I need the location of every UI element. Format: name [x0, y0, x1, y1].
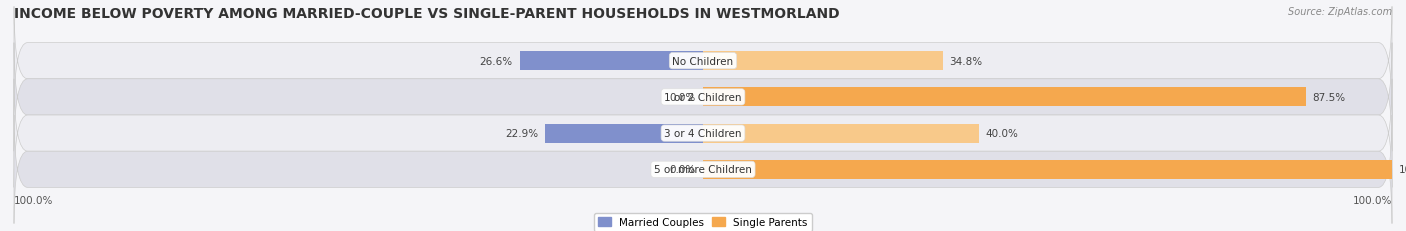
Text: 0.0%: 0.0% — [669, 165, 696, 175]
Text: 87.5%: 87.5% — [1313, 92, 1346, 103]
Text: 100.0%: 100.0% — [1399, 165, 1406, 175]
Text: INCOME BELOW POVERTY AMONG MARRIED-COUPLE VS SINGLE-PARENT HOUSEHOLDS IN WESTMOR: INCOME BELOW POVERTY AMONG MARRIED-COUPL… — [14, 7, 839, 21]
Text: 5 or more Children: 5 or more Children — [654, 165, 752, 175]
Bar — [703, 88, 1306, 107]
Text: 0.0%: 0.0% — [669, 92, 696, 103]
FancyBboxPatch shape — [14, 79, 1392, 188]
Bar — [546, 124, 703, 143]
Text: 22.9%: 22.9% — [505, 128, 538, 139]
Bar — [703, 160, 1392, 179]
FancyBboxPatch shape — [14, 116, 1392, 224]
Bar — [703, 124, 979, 143]
FancyBboxPatch shape — [14, 7, 1392, 115]
Text: No Children: No Children — [672, 56, 734, 66]
Text: 34.8%: 34.8% — [949, 56, 983, 66]
Text: 100.0%: 100.0% — [1353, 195, 1392, 205]
Text: 1 or 2 Children: 1 or 2 Children — [664, 92, 742, 103]
Text: 26.6%: 26.6% — [479, 56, 513, 66]
Text: 40.0%: 40.0% — [986, 128, 1018, 139]
Text: 3 or 4 Children: 3 or 4 Children — [664, 128, 742, 139]
Legend: Married Couples, Single Parents: Married Couples, Single Parents — [595, 213, 811, 231]
Bar — [703, 52, 943, 71]
Text: Source: ZipAtlas.com: Source: ZipAtlas.com — [1288, 7, 1392, 17]
FancyBboxPatch shape — [14, 43, 1392, 152]
Text: 100.0%: 100.0% — [14, 195, 53, 205]
Bar — [520, 52, 703, 71]
